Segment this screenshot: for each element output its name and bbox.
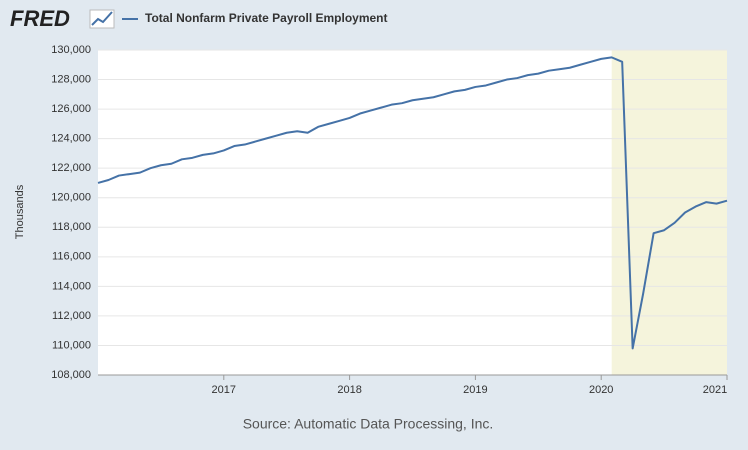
y-tick-label: 122,000 — [51, 162, 91, 174]
y-tick-label: 110,000 — [52, 339, 91, 351]
y-tick-label: 124,000 — [51, 133, 91, 145]
y-tick-label: 120,000 — [51, 192, 91, 204]
x-tick-label: 2021 — [703, 384, 727, 396]
brand-icon — [89, 9, 115, 29]
brand-logo: FRED — [10, 6, 70, 31]
source: Source: Automatic Data Processing, Inc. — [243, 416, 494, 432]
y-tick-label: 126,000 — [51, 103, 91, 115]
legend-label: Total Nonfarm Private Payroll Employment — [145, 11, 388, 25]
y-tick-label: 130,000 — [51, 44, 91, 56]
y-tick-label: 112,000 — [52, 310, 91, 322]
series-line — [97, 56, 728, 350]
y-tick-label: 128,000 — [51, 73, 91, 85]
x-tick-label: 2019 — [463, 384, 487, 396]
x-tick-label: 2018 — [337, 384, 361, 396]
recession-shading — [611, 50, 727, 375]
y-axis-label: Thousands — [14, 184, 26, 239]
y-tick-label: 114,000 — [52, 280, 91, 292]
y-tick-label: 116,000 — [52, 251, 91, 263]
x-tick-label: 2017 — [212, 384, 236, 396]
y-tick-label: 118,000 — [52, 221, 91, 233]
y-tick-label: 108,000 — [51, 369, 91, 381]
x-tick-label: 2020 — [589, 384, 613, 396]
